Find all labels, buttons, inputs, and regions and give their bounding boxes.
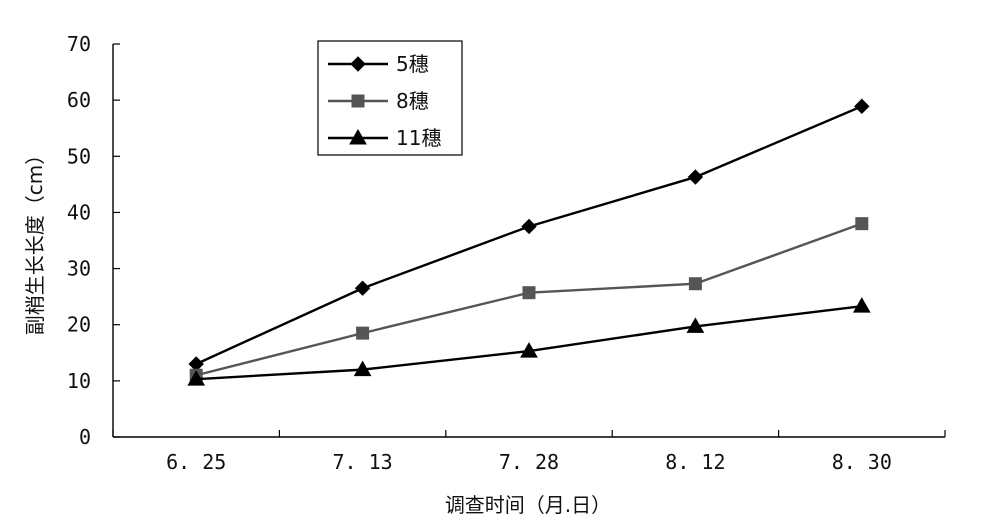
series-2 <box>189 217 869 382</box>
data-point <box>187 370 206 386</box>
legend-marker <box>351 94 365 108</box>
x-axis-title: 调查时间（月.日） <box>445 493 611 517</box>
y-tick-label: 30 <box>67 257 91 281</box>
x-tick-label: 8. 30 <box>832 450 892 474</box>
legend-marker <box>350 56 366 72</box>
data-point <box>521 218 537 235</box>
y-tick-label: 70 <box>67 32 91 56</box>
data-point <box>855 217 869 231</box>
series-1 <box>188 98 870 372</box>
y-tick-label: 0 <box>79 425 91 449</box>
series-line <box>195 105 863 366</box>
legend-item: 5穗 <box>328 52 429 76</box>
axes <box>112 44 945 438</box>
legend-label: 8穗 <box>396 89 429 113</box>
legend-label: 11穗 <box>396 126 441 150</box>
data-point <box>520 342 538 358</box>
legend-marker <box>349 128 367 145</box>
data-point <box>354 280 371 296</box>
legend-item: 8穗 <box>328 89 429 113</box>
legend-box <box>317 40 463 156</box>
legend-label: 5穗 <box>396 52 429 76</box>
x-tick-label: 6. 25 <box>166 450 226 474</box>
x-tick-label: 7. 13 <box>332 450 392 474</box>
data-point <box>687 169 704 185</box>
data-point <box>522 286 536 300</box>
x-ticks: 6. 25 7. 13 7. 28 8. 12 8. 30 <box>112 430 946 474</box>
y-tick-label: 60 <box>67 88 91 112</box>
y-tick-label: 10 <box>67 369 91 393</box>
series-3 <box>187 297 871 386</box>
y-axis-title: 副梢生长长度（cm） <box>23 145 47 335</box>
legend-item: 11穗 <box>328 126 441 150</box>
series-layer <box>187 98 871 386</box>
x-tick-label: 7. 28 <box>499 450 559 474</box>
x-tick-label: 8. 12 <box>665 450 725 474</box>
legend: 5穗 8穗 11穗 <box>317 40 463 156</box>
y-tick-label: 20 <box>67 313 91 337</box>
y-ticks: 0 10 20 30 40 50 60 70 <box>67 32 120 449</box>
data-point <box>852 297 871 313</box>
y-tick-label: 50 <box>67 144 91 168</box>
y-tick-label: 40 <box>67 200 91 224</box>
data-point <box>854 98 870 115</box>
data-point <box>688 277 702 291</box>
data-point <box>356 326 370 340</box>
data-point <box>353 360 372 377</box>
data-point <box>686 317 705 333</box>
